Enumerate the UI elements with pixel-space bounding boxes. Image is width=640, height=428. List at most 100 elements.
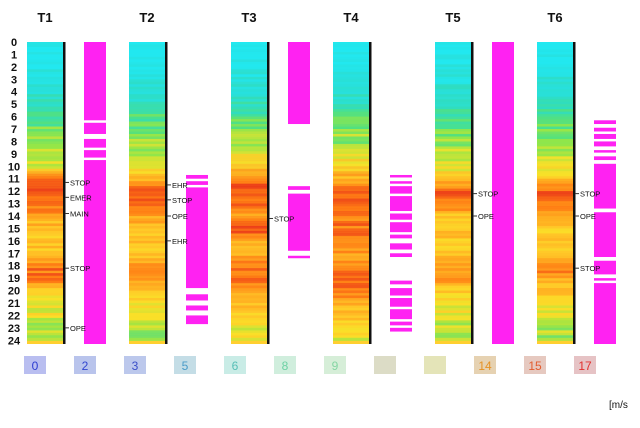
heatmap-cell <box>537 56 573 60</box>
track-line <box>165 42 168 344</box>
heatmap-cell <box>435 153 471 157</box>
annotation-label: MAIN <box>70 210 89 219</box>
y-tick-label: 7 <box>11 124 17 136</box>
heatmap-cell <box>435 310 471 314</box>
heatmap-cell <box>129 285 165 289</box>
heatmap-cell <box>333 322 369 326</box>
heatmap-cell <box>27 146 63 150</box>
heatmap-cell <box>435 138 471 143</box>
heatmap-cell <box>231 335 267 339</box>
heatmap-cell <box>435 109 471 113</box>
heatmap-cell <box>435 111 471 115</box>
heatmap-cell <box>27 225 63 230</box>
heatmap-cell <box>129 94 165 98</box>
heatmap-cell <box>129 66 165 70</box>
heatmap-cell <box>129 146 165 150</box>
heatmap-cell <box>537 106 573 110</box>
heatmap-cell <box>27 151 63 155</box>
heatmap-cell <box>129 253 165 257</box>
heatmap-cell <box>435 255 471 259</box>
heatmap-cell <box>231 74 267 78</box>
heatmap-cell <box>435 307 471 312</box>
legend-label: 17 <box>578 359 592 373</box>
heatmap-cell <box>27 260 63 264</box>
heatmap-cell <box>129 310 165 314</box>
heatmap-cell <box>333 161 369 165</box>
status-interval <box>186 181 208 185</box>
heatmap-cell <box>27 270 63 274</box>
heatmap-cell <box>231 280 267 284</box>
heatmap-cell <box>333 138 369 143</box>
y-tick-label: 21 <box>8 298 20 310</box>
heatmap-cell <box>27 218 63 222</box>
heatmap-cell <box>231 312 267 317</box>
heatmap-cell <box>231 288 267 292</box>
heatmap-cell <box>27 96 63 100</box>
heatmap-cell <box>333 158 369 162</box>
track-group: T6 STOP OPE STOP <box>537 10 616 344</box>
heatmap-cell <box>27 178 63 182</box>
heatmap-cell <box>435 42 471 46</box>
heatmap-cell <box>537 290 573 294</box>
heatmap-cell <box>537 99 573 103</box>
heatmap-cell <box>231 66 267 70</box>
heatmap-cell <box>231 275 267 279</box>
heatmap-cell <box>231 243 267 247</box>
heatmap-cell <box>333 233 369 237</box>
heatmap-cell <box>333 275 369 279</box>
heatmap-cell <box>27 310 63 314</box>
heatmap-cell <box>537 213 573 217</box>
heatmap-cell <box>333 111 369 115</box>
heatmap-cell <box>231 215 267 220</box>
y-tick-label: 5 <box>11 99 17 111</box>
heatmap-cell <box>435 293 471 297</box>
heatmap-cell <box>231 111 267 115</box>
heatmap-cell <box>537 44 573 48</box>
status-interval <box>390 186 412 194</box>
heatmap-cell <box>333 131 369 135</box>
heatmap-cell <box>333 74 369 78</box>
heatmap-cell <box>129 49 165 53</box>
heatmap-cell <box>129 161 165 165</box>
track-title: T2 <box>139 10 154 25</box>
heatmap-cell <box>231 136 267 140</box>
heatmap-cell <box>27 94 63 98</box>
heatmap-cell <box>27 238 63 242</box>
heatmap-cell <box>333 293 369 297</box>
heatmap-cell <box>27 71 63 75</box>
heatmap-cell <box>333 116 369 120</box>
legend-item <box>374 356 396 374</box>
heatmap-cell <box>435 126 471 130</box>
heatmap-cell <box>129 270 165 274</box>
heatmap-cell <box>333 290 369 294</box>
heatmap-cell <box>27 317 63 321</box>
heatmap-cell <box>333 278 369 282</box>
legend-swatch <box>374 356 396 374</box>
legend-label: 3 <box>132 359 139 373</box>
heatmap-cell <box>27 116 63 120</box>
heatmap-cell <box>27 171 63 175</box>
heatmap-cell <box>537 109 573 113</box>
heatmap-cell <box>435 76 471 80</box>
heatmap-cell <box>129 114 165 118</box>
heatmap-cell <box>129 143 165 147</box>
heatmap-cell <box>231 198 267 202</box>
heatmap-cell <box>435 148 471 152</box>
heatmap-cell <box>231 71 267 75</box>
heatmap-cell <box>129 208 165 212</box>
heatmap-cell <box>333 302 369 307</box>
heatmap-cell <box>129 136 165 140</box>
heatmap-cell <box>27 46 63 51</box>
heatmap-cell <box>231 186 267 190</box>
heatmap-cell <box>231 245 267 249</box>
heatmap-cell <box>333 320 369 324</box>
heatmap-cell <box>537 218 573 222</box>
heatmap-cell <box>129 176 165 180</box>
heatmap-cell <box>231 42 267 46</box>
heatmap-cell <box>537 54 573 58</box>
heatmap-cell <box>231 317 267 321</box>
heatmap-cell <box>537 121 573 125</box>
heatmap-cell <box>129 84 165 88</box>
heatmap-cell <box>435 188 471 192</box>
track-line <box>573 42 576 344</box>
